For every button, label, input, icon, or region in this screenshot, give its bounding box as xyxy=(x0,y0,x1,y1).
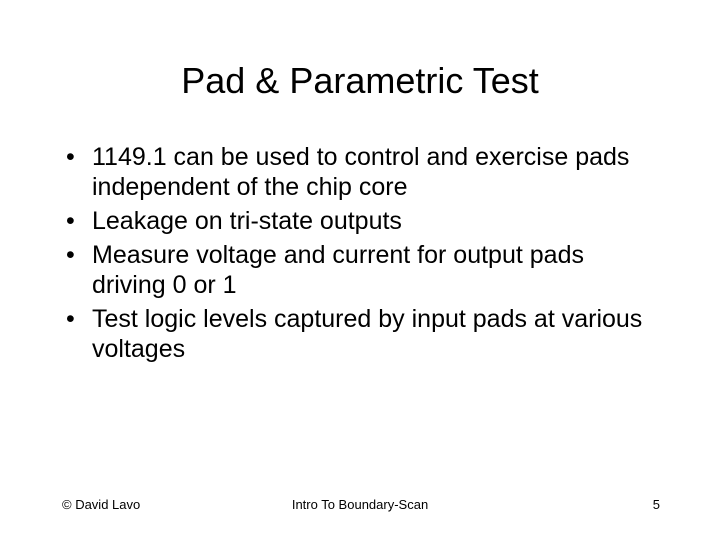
footer-page-number: 5 xyxy=(653,497,660,512)
footer-title: Intro To Boundary-Scan xyxy=(0,497,720,512)
bullet-item: Test logic levels captured by input pads… xyxy=(60,304,660,364)
bullet-item: Measure voltage and current for output p… xyxy=(60,240,660,300)
bullet-list: 1149.1 can be used to control and exerci… xyxy=(60,142,660,364)
bullet-item: Leakage on tri-state outputs xyxy=(60,206,660,236)
slide: Pad & Parametric Test 1149.1 can be used… xyxy=(0,0,720,540)
slide-title: Pad & Parametric Test xyxy=(60,60,660,102)
bullet-item: 1149.1 can be used to control and exerci… xyxy=(60,142,660,202)
